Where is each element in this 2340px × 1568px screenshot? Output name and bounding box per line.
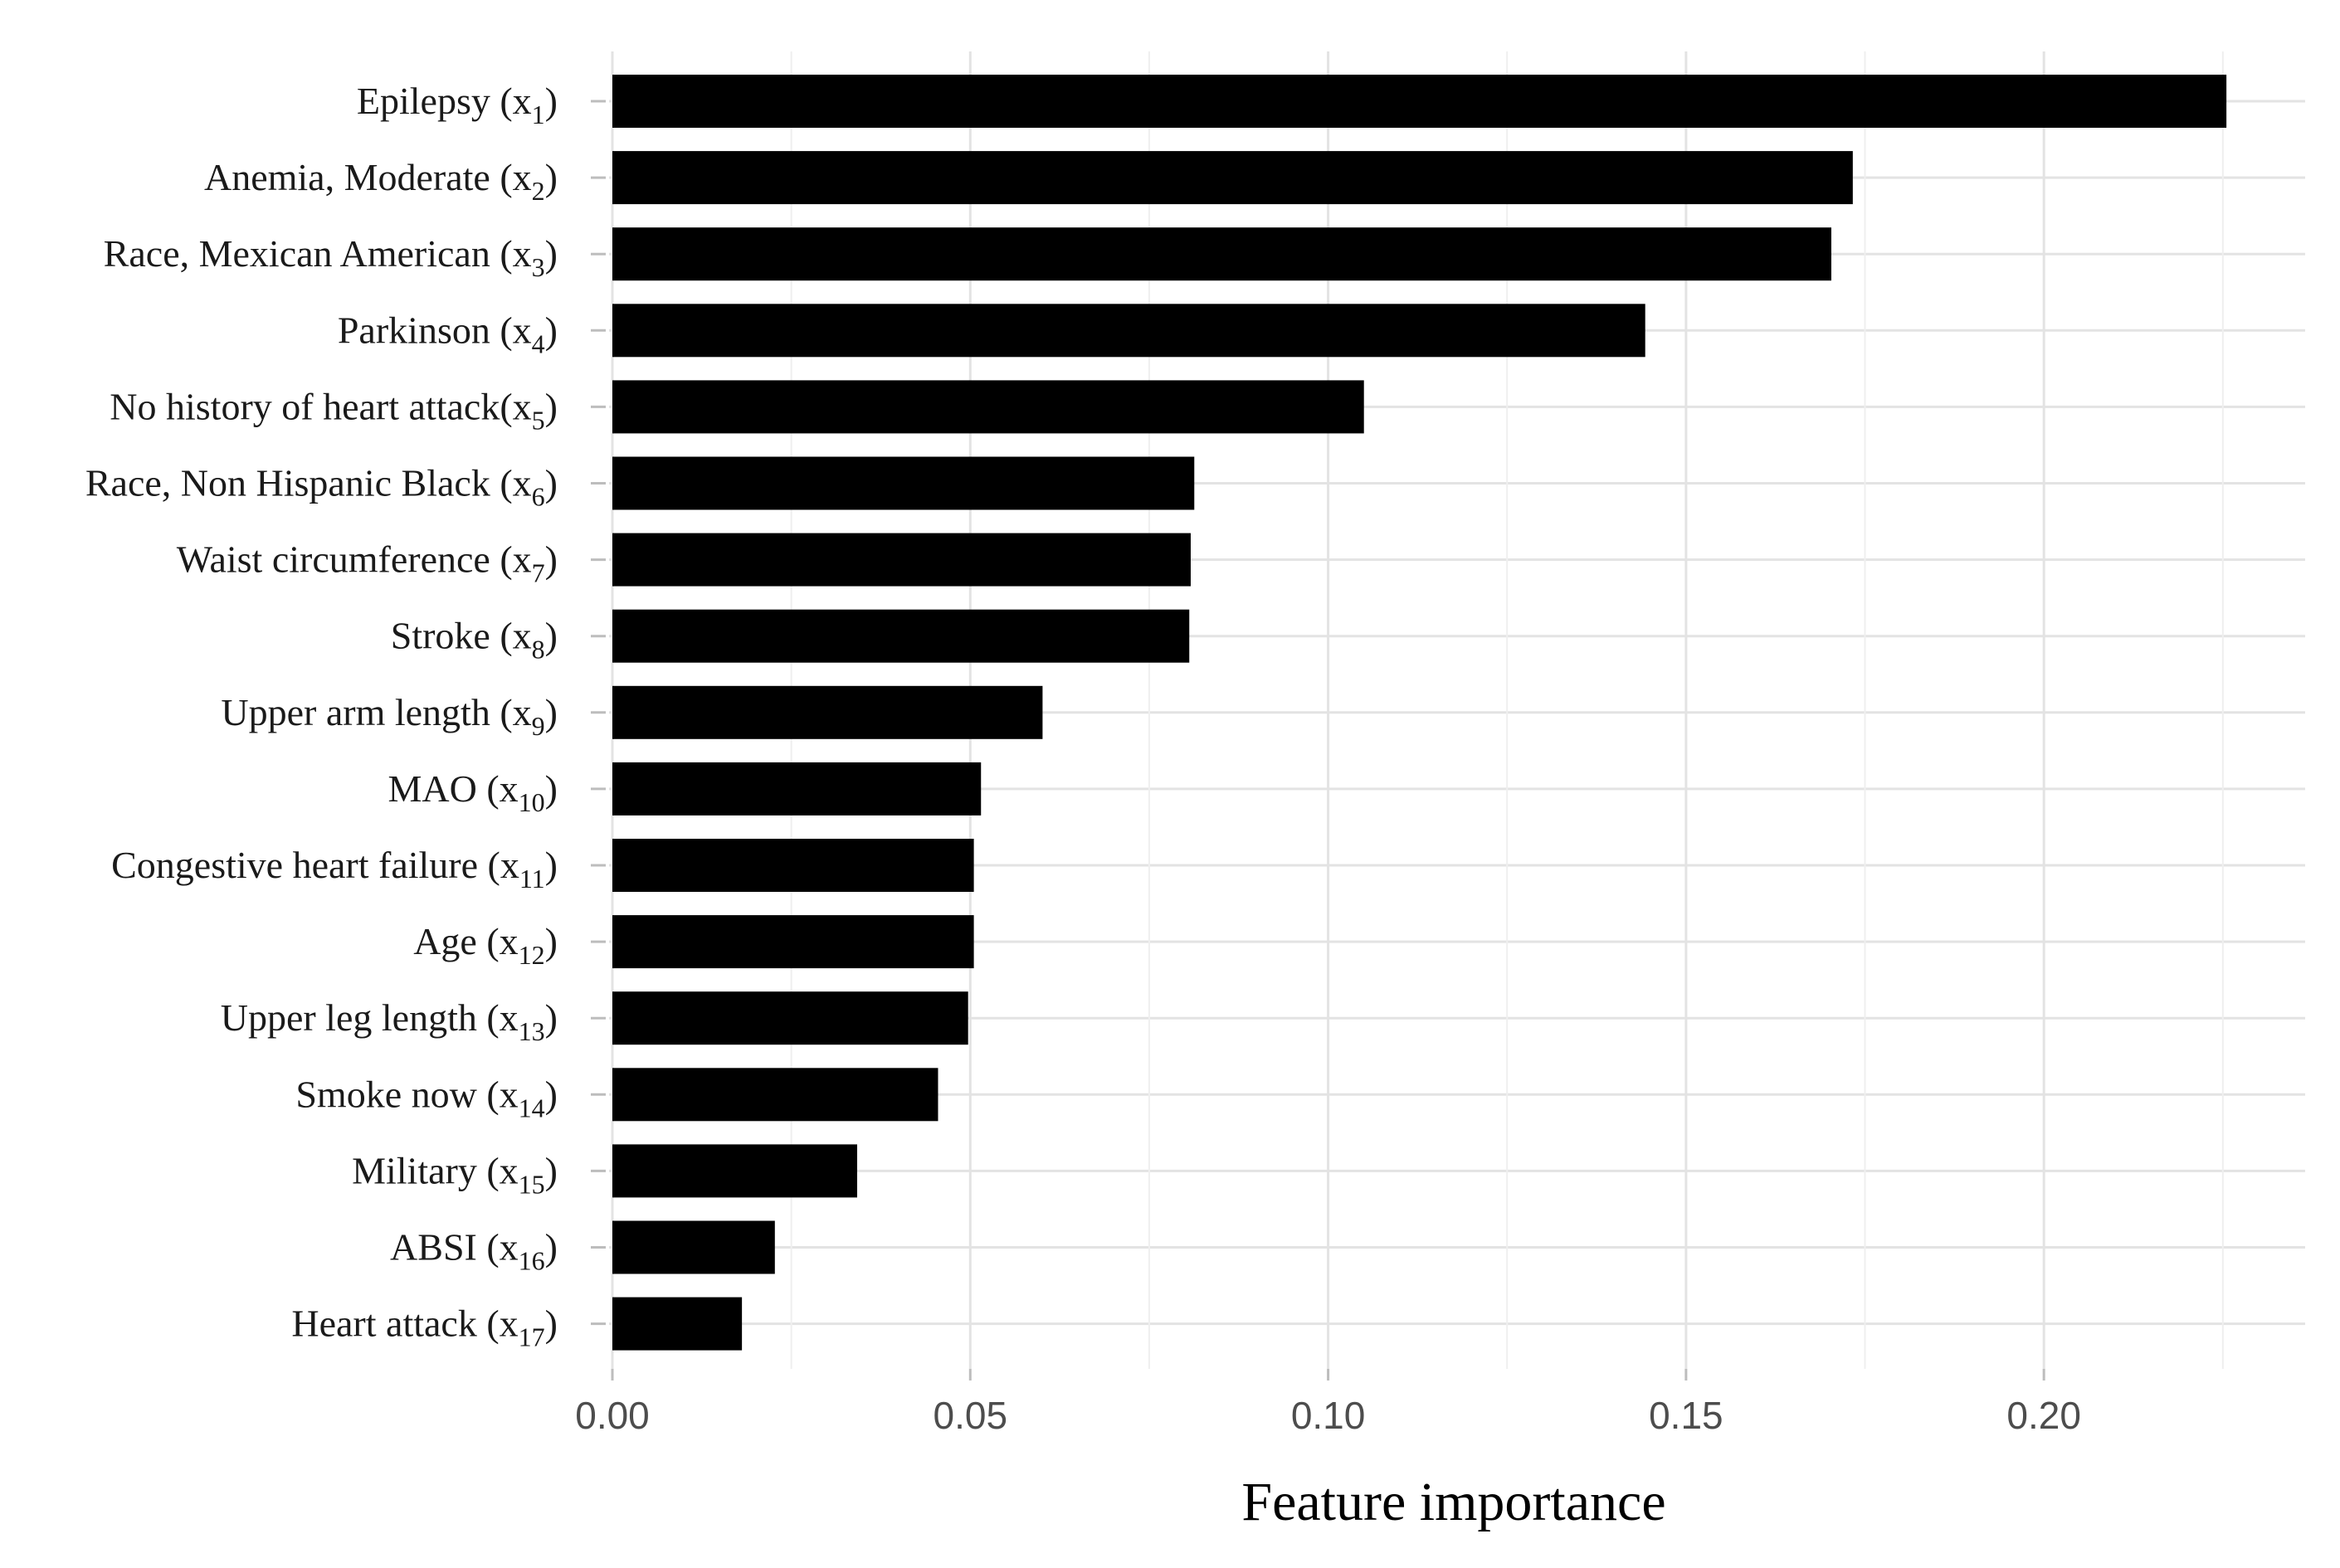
category-label: Race, Mexican American (x3) (104, 232, 558, 282)
category-label: Anemia, Moderate (x2) (204, 156, 558, 206)
bar (612, 991, 968, 1045)
x-tick-label: 0.00 (575, 1394, 650, 1437)
bar (612, 227, 1831, 281)
bar (612, 75, 2227, 128)
bar (612, 533, 1191, 587)
x-tick-label: 0.10 (1291, 1394, 1366, 1437)
category-label: Age (x12) (413, 920, 558, 970)
category-label: Epilepsy (x1) (357, 80, 558, 129)
bar (612, 1297, 743, 1351)
category-label: Stroke (x8) (391, 615, 558, 665)
bar (612, 609, 1190, 663)
category-labels: Epilepsy (x1) Anemia, Moderate (x2) Race, … (85, 80, 606, 1352)
bar (612, 839, 974, 892)
category-label: Parkinson (x4) (338, 309, 558, 358)
bar (612, 915, 974, 969)
bar (612, 762, 982, 816)
bar (612, 380, 1364, 434)
category-label: Waist circumference (x7) (177, 538, 558, 588)
x-tick-label: 0.15 (1649, 1394, 1723, 1437)
bar (612, 456, 1195, 510)
bar (612, 304, 1645, 358)
x-tick-label: 0.05 (934, 1394, 1008, 1437)
bars-layer (612, 75, 2227, 1351)
category-label: Heart attack (x17) (291, 1303, 558, 1352)
category-label: Upper arm length (x9) (221, 691, 558, 741)
bar (612, 151, 1853, 205)
category-label: No history of heart attack(x5) (110, 385, 558, 435)
bar (612, 1220, 775, 1274)
category-label: Congestive heart failure (x11) (111, 844, 558, 894)
bar (612, 1144, 858, 1198)
category-label: Race, Non Hispanic Black (x6) (85, 462, 558, 512)
x-tick-label: 0.20 (2006, 1394, 2081, 1437)
category-label: Military (x15) (352, 1149, 558, 1199)
category-label: Upper leg length (x13) (221, 996, 558, 1046)
category-label: ABSI (x16) (390, 1226, 558, 1276)
x-axis-title: Feature importance (1241, 1472, 1665, 1532)
category-label: MAO (x10) (388, 767, 558, 817)
bar (612, 1068, 938, 1122)
category-label: Smoke now (x14) (295, 1073, 558, 1122)
bar (612, 685, 1043, 739)
x-axis-ticks: 0.00 0.05 0.10 0.15 0.20 (575, 1369, 2081, 1437)
